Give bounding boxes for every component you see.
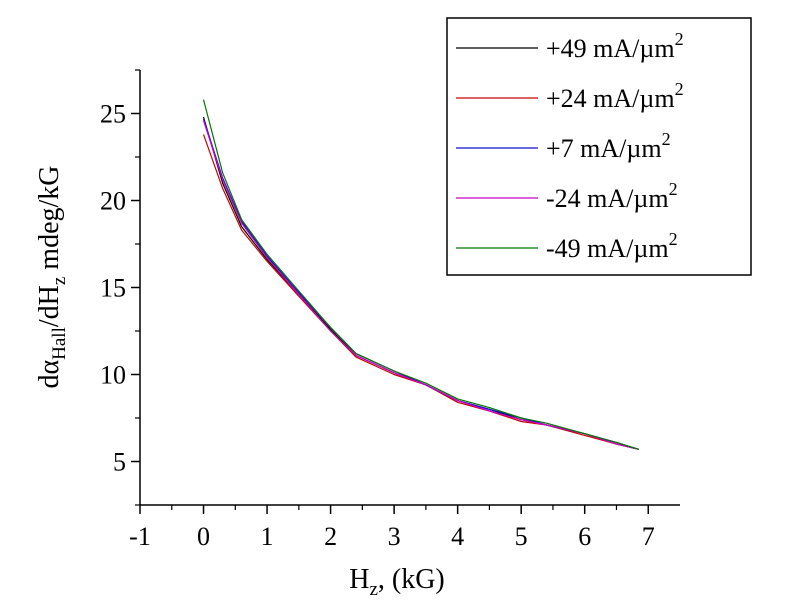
series-line xyxy=(202,120,639,450)
x-tick-label: 1 xyxy=(261,522,274,551)
y-axis-title-suffix: mdeg/kG xyxy=(34,165,65,276)
x-tick-label: 7 xyxy=(642,522,655,551)
axes: -1 0 1 2 3 4 5 6 7 5 10 15 20 25 xyxy=(100,69,680,551)
legend-label: -49 mA/µm2 xyxy=(546,229,678,263)
y-tick-label: 15 xyxy=(100,274,126,303)
y-tick-label: 5 xyxy=(113,448,126,477)
legend-box xyxy=(446,17,752,276)
y-axis-title-sub1: Hall xyxy=(49,327,70,360)
x-axis-title-suffix: , (kG) xyxy=(378,564,445,595)
y-tick-label: 10 xyxy=(100,361,126,390)
x-tick-label: 2 xyxy=(324,522,337,551)
series-line xyxy=(202,99,639,450)
x-tick-label: 5 xyxy=(515,522,528,551)
series-line xyxy=(202,134,639,450)
y-axis-title-d: d xyxy=(34,375,65,389)
x-axis-title-main: H xyxy=(349,564,369,595)
x-tick-label: 6 xyxy=(578,522,591,551)
y-tick-label: 20 xyxy=(100,187,126,216)
legend-label: +49 mA/µm2 xyxy=(546,29,684,63)
x-tick-label: -1 xyxy=(129,522,151,551)
legend-label: -24 mA/µm2 xyxy=(546,179,678,213)
legend-label: +7 mA/µm2 xyxy=(546,129,671,163)
x-axis-title-sub: z xyxy=(369,579,377,600)
legend-entries: +49 mA/µm2 +24 mA/µm2 +7 mA/µm2 -24 mA/µm2 -… xyxy=(456,29,684,263)
y-axis-title-sub2: z xyxy=(49,277,70,285)
y-axis-title-mid: /dH xyxy=(34,285,65,327)
y-axis-title-alpha: α xyxy=(34,360,65,375)
x-tick-label: 4 xyxy=(451,522,464,551)
y-axis-title: dαHall/dHz mdeg/kG xyxy=(34,165,70,388)
x-tick-label: 0 xyxy=(197,522,210,551)
legend: +49 mA/µm2 +24 mA/µm2 +7 mA/µm2 -24 mA/µm2 -… xyxy=(446,17,752,276)
y-tick-label: 25 xyxy=(100,100,126,129)
x-tick-label: 3 xyxy=(388,522,401,551)
x-axis-title: Hz, (kG) xyxy=(349,564,445,600)
legend-label: +24 mA/µm2 xyxy=(546,79,684,113)
plot-lines xyxy=(202,99,639,450)
